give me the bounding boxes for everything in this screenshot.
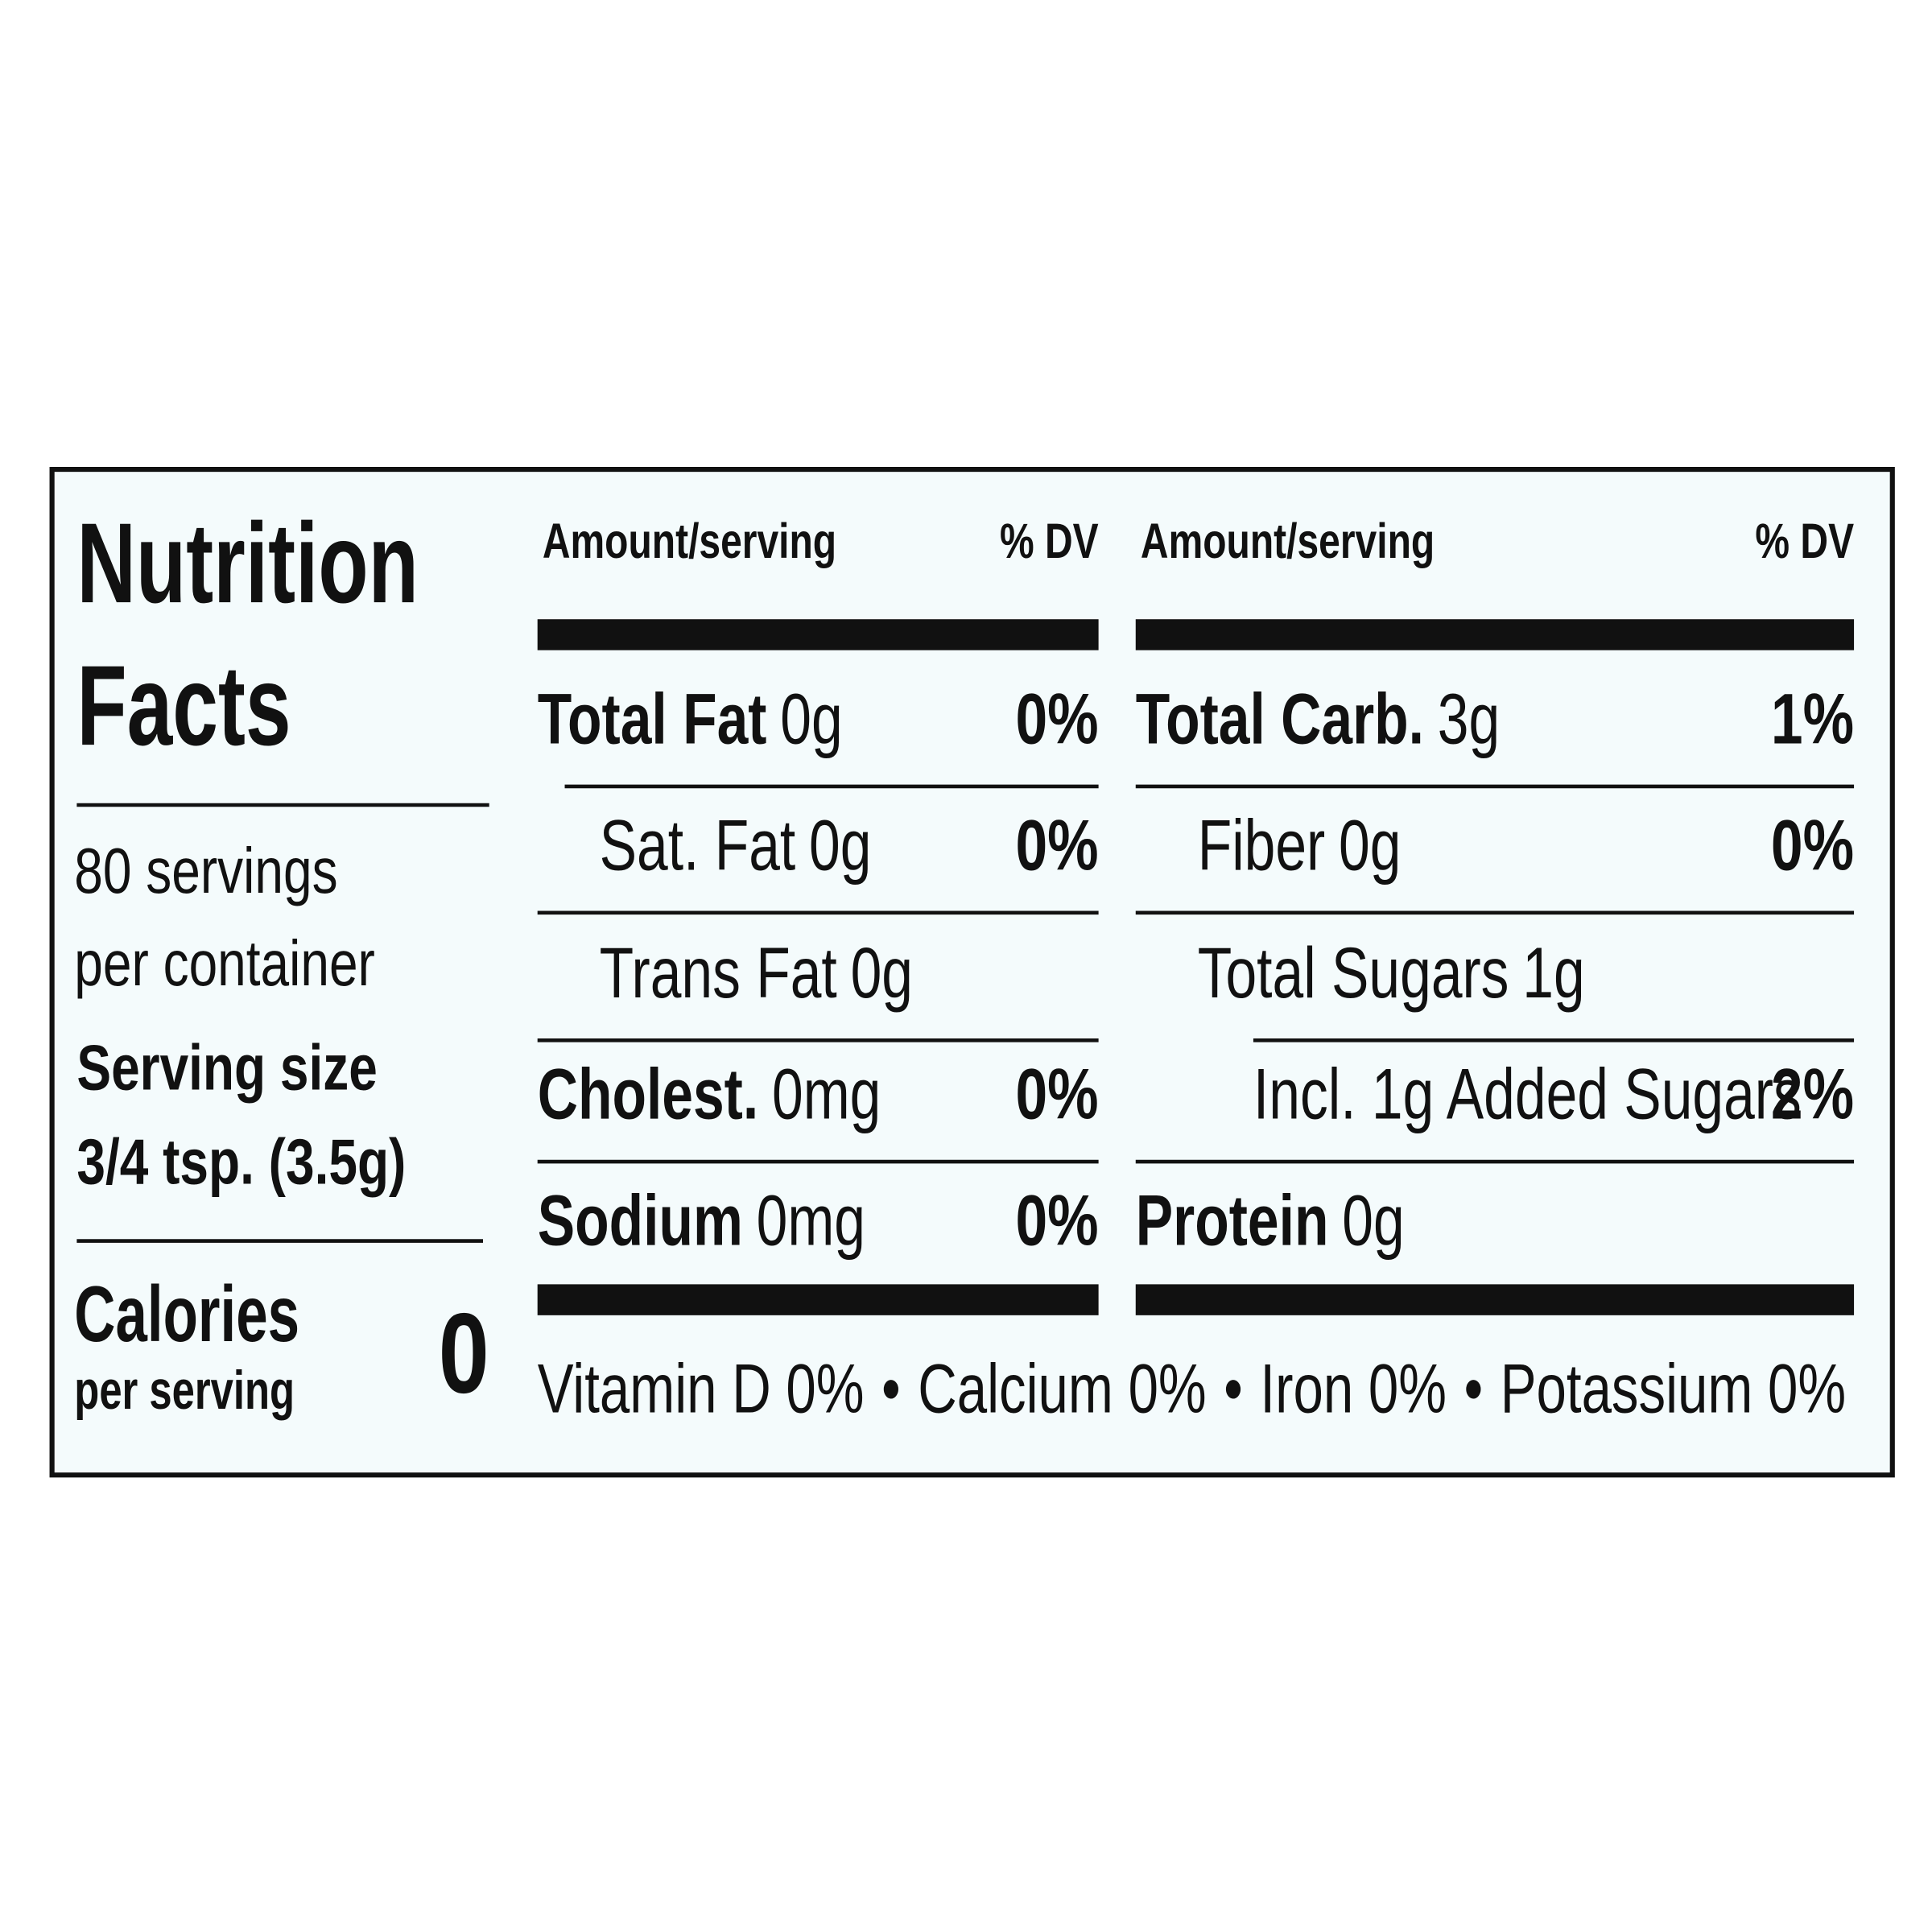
nutrient-amount: 0g bbox=[1339, 805, 1401, 885]
nutrient-name: Protein bbox=[1136, 1180, 1329, 1260]
header-dv: % DV bbox=[1000, 513, 1099, 568]
vitamin-separator: • bbox=[1464, 1351, 1484, 1428]
nutrient-dv: 0% bbox=[1771, 806, 1854, 886]
nutrient-row: Total Carb. 3g bbox=[1136, 679, 1500, 758]
nutrient-dv: 0% bbox=[1015, 806, 1098, 886]
calories-label-group: Calories bbox=[74, 1270, 299, 1359]
nutrient-amount: 0mg bbox=[772, 1054, 881, 1133]
nutrient-row-group: Cholest. 0mg bbox=[538, 1054, 881, 1133]
calories-label: Calories bbox=[74, 1270, 299, 1359]
nutrient-row-group: Sodium 0mg bbox=[538, 1180, 865, 1260]
nutrient-dv-group: 0% bbox=[1015, 1055, 1098, 1134]
calories-sublabel-group: per serving bbox=[74, 1360, 295, 1421]
nutrient-dv-group: 0% bbox=[1015, 679, 1098, 759]
nutrient-name: Trans Fat bbox=[600, 933, 837, 1013]
header-dv-group: % DV bbox=[1755, 513, 1854, 568]
title-group: Facts bbox=[76, 642, 291, 770]
header-dv: % DV bbox=[1755, 513, 1854, 568]
nutrient-amount: 0g bbox=[780, 679, 842, 758]
nutrient-row-group: Total Sugars 1g bbox=[1198, 933, 1585, 1013]
header-amount-group: Amount/serving bbox=[1141, 513, 1435, 568]
nutrient-name: Cholest. bbox=[538, 1054, 758, 1133]
vitamin-item: Vitamin D 0% bbox=[538, 1351, 865, 1428]
nutrient-name: Incl. 1g Added Sugars bbox=[1253, 1054, 1802, 1133]
nutrient-name: Sat. Fat bbox=[600, 805, 796, 885]
vitamin-item: Iron 0% bbox=[1260, 1351, 1447, 1428]
nutrient-row-group: Fiber 0g bbox=[1198, 805, 1402, 885]
servings: 80 servings bbox=[74, 835, 337, 906]
servings-group: 80 servings bbox=[74, 835, 337, 906]
nutrient-row-group: Protein 0g bbox=[1136, 1180, 1405, 1260]
nutrient-dv-group: 0% bbox=[1771, 806, 1854, 886]
nutrient-dv: 0% bbox=[1015, 1181, 1098, 1261]
serving-size-value: 3/4 tsp. (3.5g) bbox=[76, 1126, 406, 1198]
serving-size-value-group: 3/4 tsp. (3.5g) bbox=[76, 1126, 406, 1198]
nutrient-dv: 0% bbox=[1015, 1055, 1098, 1134]
nutrient-row-group: Sat. Fat 0g bbox=[600, 805, 872, 885]
thick-bar bbox=[1135, 619, 1855, 650]
vitamin-item: Potassium 0% bbox=[1501, 1351, 1846, 1428]
nutrient-amount: 3g bbox=[1438, 679, 1500, 758]
nutrient-amount: 0g bbox=[1342, 1180, 1404, 1260]
nutrient-row: Total Fat 0g bbox=[538, 679, 843, 758]
nutrient-row-group: Incl. 1g Added Sugars bbox=[1253, 1054, 1802, 1133]
nutrient-name: Total Sugars bbox=[1198, 933, 1509, 1013]
vitamin-separator: • bbox=[1224, 1351, 1243, 1428]
nutrient-row: Sat. Fat 0g bbox=[600, 805, 872, 885]
header-amount-group: Amount/serving bbox=[543, 513, 836, 568]
nutrient-dv-group: 0% bbox=[1015, 806, 1098, 886]
vitamins: Vitamin D 0% • Calcium 0% • Iron 0% • Potassiu… bbox=[538, 1351, 1846, 1428]
nutrient-amount: 0g bbox=[851, 933, 913, 1013]
title-group: Nutrition bbox=[76, 500, 418, 627]
servings: per container bbox=[74, 927, 375, 999]
nutrient-name: Total Fat bbox=[538, 679, 767, 758]
nutrient-amount: 0mg bbox=[757, 1180, 865, 1260]
nutrient-row: Sodium 0mg bbox=[538, 1180, 865, 1260]
nutrient-dv-group: 2% bbox=[1771, 1055, 1854, 1134]
nutrient-row: Cholest. 0mg bbox=[538, 1054, 881, 1133]
nutrient-row: Total Sugars 1g bbox=[1198, 933, 1585, 1013]
header-dv-group: % DV bbox=[1000, 513, 1099, 568]
nutrient-dv-group: 1% bbox=[1771, 679, 1854, 759]
nutrient-row-group: Total Fat 0g bbox=[538, 679, 843, 758]
nutrient-dv: 1% bbox=[1771, 679, 1854, 759]
header-amount: Amount/serving bbox=[1141, 513, 1435, 568]
calories-sublabel: per serving bbox=[74, 1360, 295, 1421]
calories-value-group: 0 bbox=[439, 1290, 489, 1418]
nutrient-row: Incl. 1g Added Sugars bbox=[1253, 1054, 1802, 1133]
title: Facts bbox=[76, 642, 291, 770]
nutrient-row-group: Total Carb. 3g bbox=[1136, 679, 1500, 758]
nutrient-row: Protein 0g bbox=[1136, 1180, 1405, 1260]
servings-group: per container bbox=[74, 927, 375, 999]
nutrient-amount: 1g bbox=[1522, 933, 1584, 1013]
nutrient-row: Fiber 0g bbox=[1198, 805, 1402, 885]
serving-size-label: Serving size bbox=[76, 1032, 377, 1104]
vitamin-separator: • bbox=[881, 1351, 901, 1428]
nutrient-dv: 2% bbox=[1771, 1055, 1854, 1134]
header-amount: Amount/serving bbox=[543, 513, 836, 568]
nutrient-dv: 0% bbox=[1015, 679, 1098, 759]
vitamins-group: Vitamin D 0% • Calcium 0% • Iron 0% • Potassiu… bbox=[538, 1351, 1846, 1428]
vitamin-item: Calcium 0% bbox=[918, 1351, 1206, 1428]
nutrient-name: Total Carb. bbox=[1136, 679, 1424, 758]
thick-bar bbox=[537, 619, 1099, 650]
nutrient-row: Trans Fat 0g bbox=[600, 933, 913, 1013]
nutrient-name: Sodium bbox=[538, 1180, 743, 1260]
nutrient-dv-group: 0% bbox=[1015, 1181, 1098, 1261]
title: Nutrition bbox=[76, 500, 418, 627]
nutrient-name: Fiber bbox=[1198, 805, 1326, 885]
thick-bar bbox=[1135, 1284, 1855, 1315]
serving-size-label-group: Serving size bbox=[76, 1032, 377, 1104]
nutrient-amount: 0g bbox=[809, 805, 871, 885]
calories-value: 0 bbox=[439, 1290, 489, 1418]
thick-bar bbox=[537, 1284, 1099, 1315]
nutrient-row-group: Trans Fat 0g bbox=[600, 933, 913, 1013]
